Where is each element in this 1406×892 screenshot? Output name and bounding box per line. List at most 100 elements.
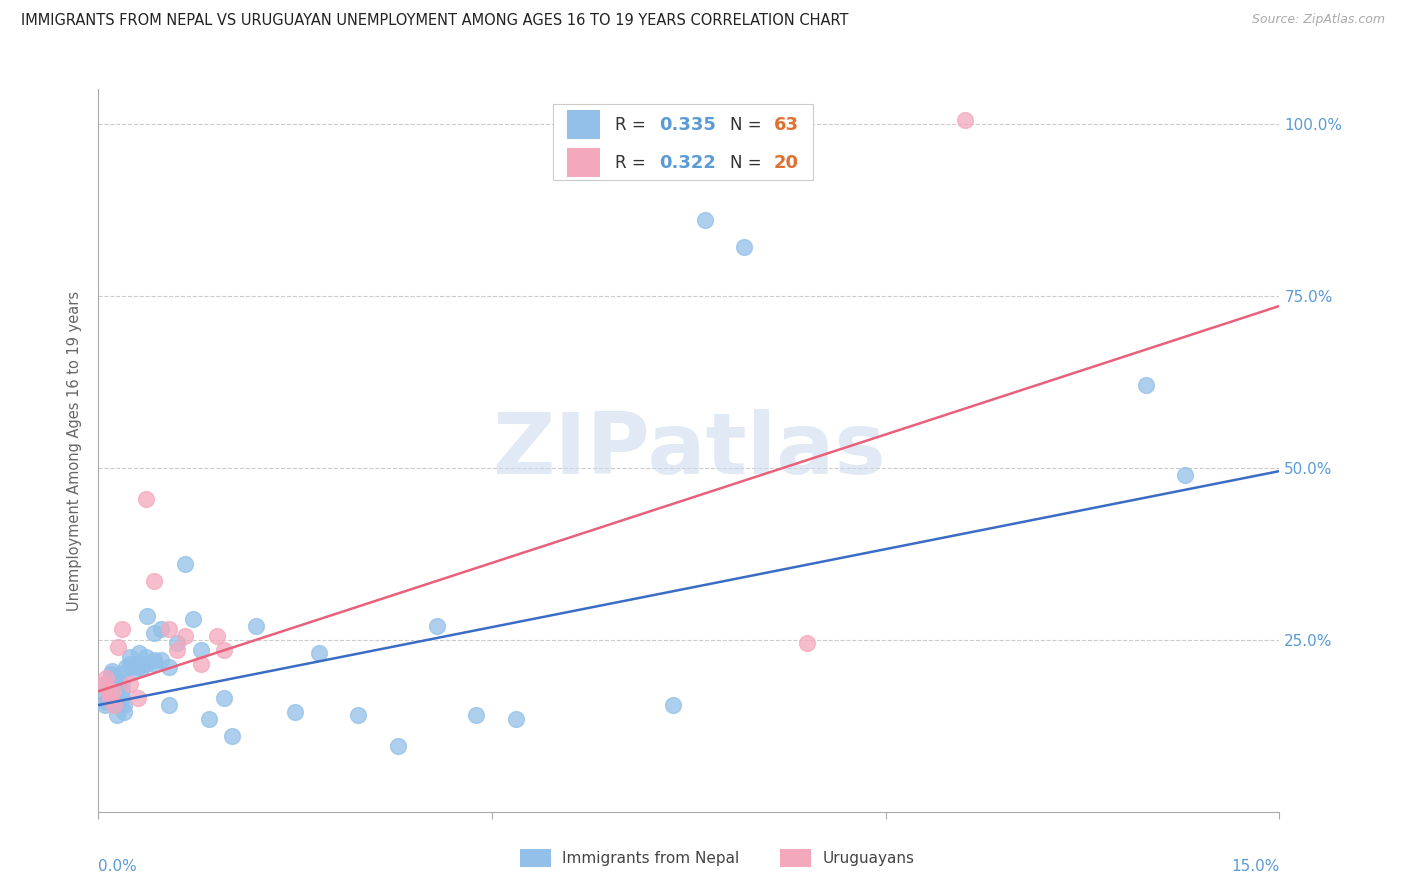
Point (111, 677, 134, 691)
Point (122, 664, 145, 678)
Point (1174, 467, 1197, 482)
Point (953, 113, 976, 128)
Point (98, 691, 121, 706)
Point (111, 691, 134, 706)
Point (308, 647, 330, 661)
Point (662, 698, 685, 712)
Point (135, 649, 157, 664)
Point (166, 643, 188, 657)
Point (693, 213, 716, 227)
Point (157, 660, 180, 674)
Point (127, 657, 149, 671)
Point (93, 677, 115, 691)
Point (197, 712, 219, 726)
Y-axis label: Unemployment Among Ages 16 to 19 years: Unemployment Among Ages 16 to 19 years (67, 291, 83, 610)
Text: 15.0%: 15.0% (1232, 859, 1279, 873)
Point (96, 671, 118, 685)
Point (98, 673, 121, 688)
Point (127, 660, 149, 674)
Point (221, 729, 243, 743)
Text: IMMIGRANTS FROM NEPAL VS URUGUAYAN UNEMPLOYMENT AMONG AGES 16 TO 19 YEARS CORREL: IMMIGRANTS FROM NEPAL VS URUGUAYAN UNEMP… (21, 13, 849, 29)
Point (107, 673, 129, 688)
Point (118, 677, 141, 691)
Point (142, 574, 165, 589)
Point (101, 671, 124, 685)
Point (214, 643, 236, 657)
Point (94, 695, 117, 709)
Text: N =: N = (730, 153, 768, 172)
Point (121, 660, 143, 674)
Bar (567, 148, 600, 178)
Point (136, 608, 159, 623)
Point (103, 677, 125, 691)
Point (181, 612, 204, 626)
Point (157, 698, 180, 712)
Point (97, 691, 120, 706)
Point (190, 643, 212, 657)
Text: R =: R = (614, 153, 651, 172)
Point (104, 691, 127, 706)
Point (131, 660, 153, 674)
Text: Source: ZipAtlas.com: Source: ZipAtlas.com (1251, 13, 1385, 27)
Point (96, 688, 118, 702)
Point (214, 691, 236, 706)
Point (733, 240, 755, 254)
Text: 20: 20 (773, 153, 799, 172)
Point (100, 667, 122, 681)
Point (115, 660, 138, 674)
Text: R =: R = (614, 116, 651, 134)
Point (112, 705, 135, 719)
Point (150, 653, 173, 667)
Point (505, 712, 527, 726)
Point (105, 708, 128, 723)
Point (97, 684, 120, 698)
Point (190, 657, 212, 671)
Point (101, 664, 124, 678)
Text: Uruguayans: Uruguayans (823, 851, 914, 865)
Point (245, 619, 267, 633)
Point (127, 691, 149, 706)
Text: 0.0%: 0.0% (98, 859, 138, 873)
Point (157, 623, 180, 637)
Text: 0.322: 0.322 (659, 153, 716, 172)
Point (112, 698, 135, 712)
Point (103, 684, 125, 698)
Point (111, 623, 134, 637)
Point (142, 625, 165, 640)
Point (93, 698, 115, 712)
Point (387, 739, 409, 754)
FancyBboxPatch shape (553, 103, 813, 179)
Point (796, 636, 818, 650)
Point (107, 640, 129, 654)
Point (118, 657, 141, 671)
Text: 63: 63 (773, 116, 799, 134)
Point (465, 708, 488, 723)
Point (104, 698, 127, 712)
Point (101, 684, 124, 698)
Point (98, 681, 121, 695)
Point (1135, 378, 1157, 392)
Bar (567, 111, 600, 139)
Text: Immigrants from Nepal: Immigrants from Nepal (562, 851, 740, 865)
Point (97, 684, 120, 698)
Point (142, 653, 165, 667)
Point (108, 667, 131, 681)
Point (284, 705, 307, 719)
Text: 0.335: 0.335 (659, 116, 716, 134)
Point (135, 491, 157, 506)
Point (96, 677, 118, 691)
Text: N =: N = (730, 116, 768, 134)
Point (135, 657, 157, 671)
Point (347, 708, 370, 723)
Point (118, 649, 141, 664)
Point (128, 647, 150, 661)
Point (426, 619, 449, 633)
Point (143, 657, 166, 671)
Point (103, 698, 125, 712)
Text: ZIPatlas: ZIPatlas (492, 409, 886, 492)
Point (107, 681, 129, 695)
Point (174, 629, 197, 643)
Point (166, 636, 188, 650)
Point (111, 684, 134, 698)
Point (205, 629, 228, 643)
